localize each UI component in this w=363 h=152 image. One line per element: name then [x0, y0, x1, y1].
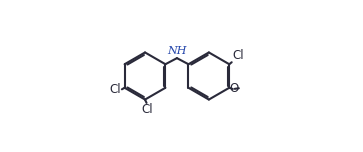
Text: Cl: Cl: [141, 103, 153, 116]
Text: Cl: Cl: [110, 83, 121, 96]
Text: O: O: [229, 83, 238, 95]
Text: NH: NH: [167, 46, 187, 56]
Text: Cl: Cl: [232, 49, 244, 62]
